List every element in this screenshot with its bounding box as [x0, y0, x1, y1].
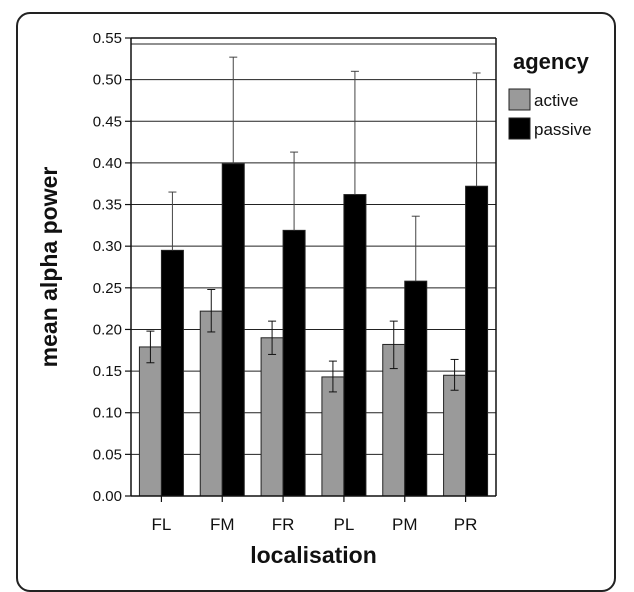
y-axis-ticks: 0.00 0.05 0.10 0.15 0.20 0.25 0.30 0.35 0.40 0.45… — [93, 30, 131, 505]
bar-active-FR — [260, 337, 284, 497]
x-tick-label: PL — [334, 515, 355, 534]
y-tick-label: 0.35 — [93, 197, 122, 214]
bar-passive-PR — [465, 185, 489, 497]
y-tick-label: 0.20 — [93, 321, 122, 338]
y-axis-title: mean alpha power — [36, 167, 62, 368]
x-tick-label: PM — [392, 515, 418, 534]
x-axis-title: localisation — [250, 542, 377, 568]
y-tick-label: 0.45 — [93, 113, 122, 130]
legend-label-active: active — [534, 91, 578, 110]
legend-title: agency — [513, 49, 590, 74]
legend-swatch-active — [508, 88, 531, 111]
x-tick-label: FL — [151, 515, 171, 534]
y-tick-label: 0.55 — [93, 30, 122, 47]
x-tick-label: FM — [210, 515, 235, 534]
y-tick-label: 0.10 — [93, 405, 122, 422]
bar-active-PR — [443, 374, 467, 497]
bar-chart: 0.00 0.05 0.10 0.15 0.20 0.25 0.30 0.35 0.40 0.45… — [36, 30, 592, 568]
bar-passive-PM — [404, 280, 428, 497]
legend-label-passive: passive — [534, 120, 592, 139]
bars — [138, 163, 489, 497]
bar-active-FL — [138, 346, 162, 497]
y-tick-label: 0.40 — [93, 155, 122, 172]
error-bars — [146, 56, 481, 393]
bar-passive-FM — [221, 163, 245, 497]
y-tick-label: 0.15 — [93, 363, 122, 380]
bar-passive-FL — [160, 249, 184, 497]
x-tick-label: FR — [272, 515, 295, 534]
y-tick-label: 0.25 — [93, 280, 122, 297]
plot-area — [130, 37, 497, 497]
x-tick-label: PR — [454, 515, 478, 534]
bar-active-FM — [199, 310, 223, 497]
bar-passive-PL — [343, 194, 367, 497]
legend: agency active passive — [508, 49, 592, 140]
y-tick-label: 0.50 — [93, 72, 122, 89]
y-tick-label: 0.30 — [93, 238, 122, 255]
gridlines — [131, 37, 496, 455]
y-tick-label: 0.00 — [93, 488, 122, 505]
plot-background — [131, 38, 496, 496]
bar-active-PL — [321, 376, 345, 497]
legend-swatch-passive — [508, 117, 531, 140]
x-axis-ticks: FL FM FR PL PM PR — [151, 496, 477, 534]
bar-passive-FR — [282, 229, 306, 497]
y-tick-label: 0.05 — [93, 446, 122, 463]
